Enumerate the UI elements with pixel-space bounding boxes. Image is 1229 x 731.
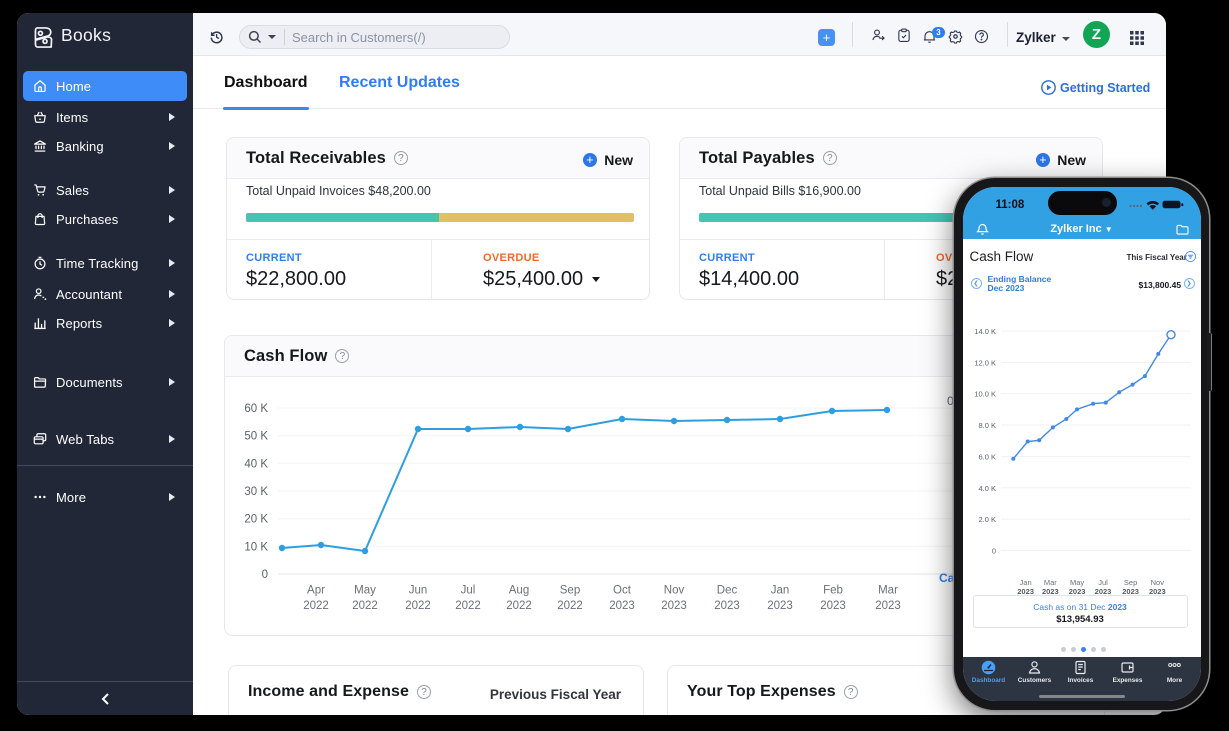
svg-text:Mar: Mar — [878, 585, 898, 597]
svg-text:2.0 K: 2.0 K — [978, 515, 996, 524]
svg-text:Jun: Jun — [409, 585, 428, 597]
svg-text:2022: 2022 — [405, 600, 431, 612]
svg-text:30 K: 30 K — [244, 486, 268, 498]
svg-text:Feb: Feb — [823, 585, 843, 597]
svg-text:2023: 2023 — [767, 600, 793, 612]
svg-text:Mar: Mar — [1043, 578, 1056, 587]
svg-text:2023: 2023 — [714, 600, 740, 612]
svg-text:Oct: Oct — [613, 585, 632, 597]
svg-text:Aug: Aug — [509, 585, 529, 597]
svg-text:12.0 K: 12.0 K — [974, 358, 996, 367]
svg-text:Sep: Sep — [560, 585, 580, 597]
svg-text:Apr: Apr — [307, 585, 325, 597]
svg-text:20 K: 20 K — [244, 514, 268, 526]
svg-text:8.0 K: 8.0 K — [978, 421, 996, 430]
svg-text:2023: 2023 — [820, 600, 846, 612]
svg-text:10.0 K: 10.0 K — [974, 389, 996, 398]
svg-text:4.0 K: 4.0 K — [978, 483, 996, 492]
svg-text:Jul: Jul — [461, 585, 476, 597]
svg-text:Nov: Nov — [664, 585, 685, 597]
svg-text:0: 0 — [991, 546, 995, 555]
svg-text:May: May — [1070, 578, 1084, 587]
svg-text:2022: 2022 — [352, 600, 378, 612]
svg-text:2023: 2023 — [1094, 587, 1111, 595]
svg-text:May: May — [354, 585, 376, 597]
svg-text:Sep: Sep — [1123, 578, 1136, 587]
svg-text:2023: 2023 — [661, 600, 687, 612]
svg-text:Dec: Dec — [717, 585, 738, 597]
svg-text:2023: 2023 — [1017, 587, 1034, 595]
svg-text:2023: 2023 — [875, 600, 901, 612]
svg-text:2023: 2023 — [1122, 587, 1139, 595]
svg-text:2023: 2023 — [609, 600, 635, 612]
svg-text:40 K: 40 K — [244, 458, 268, 470]
svg-text:60 K: 60 K — [244, 403, 268, 415]
svg-text:Jan: Jan — [771, 585, 790, 597]
svg-text:6.0 K: 6.0 K — [978, 452, 996, 461]
svg-text:50 K: 50 K — [244, 431, 268, 443]
svg-text:2022: 2022 — [506, 600, 532, 612]
svg-text:2022: 2022 — [455, 600, 481, 612]
svg-text:2023: 2023 — [1148, 587, 1165, 595]
svg-text:10 K: 10 K — [244, 541, 268, 553]
svg-text:Jul: Jul — [1098, 578, 1108, 587]
svg-text:14.0 K: 14.0 K — [974, 327, 996, 336]
svg-text:Jan: Jan — [1019, 578, 1031, 587]
svg-text:0: 0 — [262, 569, 268, 581]
svg-text:2022: 2022 — [557, 600, 583, 612]
svg-text:Nov: Nov — [1150, 578, 1164, 587]
svg-text:2023: 2023 — [1068, 587, 1085, 595]
svg-text:2022: 2022 — [303, 600, 329, 612]
svg-text:2023: 2023 — [1041, 587, 1058, 595]
